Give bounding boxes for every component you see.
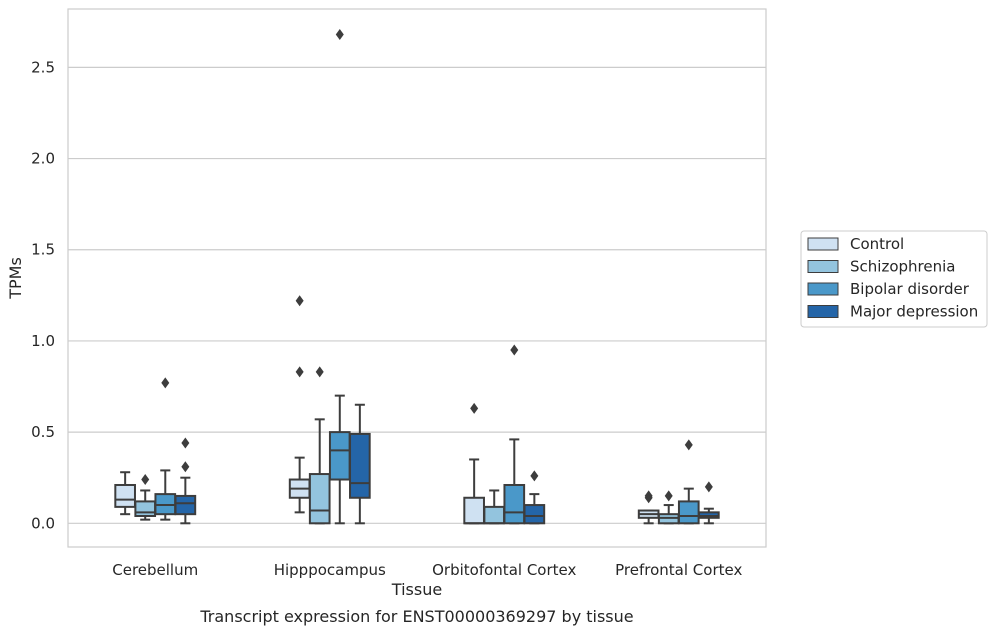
box-1-3 <box>657 490 680 525</box>
box-1-1 <box>308 366 331 525</box>
box <box>134 500 157 517</box>
y-tick-label: 2.5 <box>31 58 55 76</box>
box <box>503 483 526 525</box>
outlier-point <box>295 366 304 378</box>
x-tick-label: Prefrontal Cortex <box>615 561 742 579</box>
x-tick-label: Orbitofontal Cortex <box>432 561 576 579</box>
y-tick-label: 0.5 <box>31 423 55 441</box>
x-axis-label: Tissue <box>391 580 442 599</box>
box <box>328 431 351 481</box>
x-tick-label: Hipppocampus <box>274 561 386 579</box>
legend-swatch <box>807 305 839 318</box>
outlier-point <box>315 366 324 378</box>
box <box>349 432 371 499</box>
outlier-point <box>181 461 190 473</box>
box-0-1 <box>288 295 311 514</box>
x-tick-labels: Cerebellum Hipppocampus Orbitofontal Corte… <box>112 561 742 579</box>
x-tick-label: Cerebellum <box>112 561 198 579</box>
y-tick-label: 1.0 <box>31 332 55 350</box>
box <box>174 494 197 516</box>
legend-label: Schizophrenia <box>850 258 955 276</box>
legend-label: Major depression <box>850 303 978 321</box>
outlier-point <box>704 481 713 493</box>
box-2-3 <box>677 439 700 525</box>
box <box>483 505 506 525</box>
y-tick-labels: 0.0 0.5 1.0 1.5 2.0 2.5 <box>31 58 55 532</box>
legend-swatch <box>807 260 839 273</box>
outlier-point <box>510 344 519 356</box>
y-tick-label: 2.0 <box>31 150 55 168</box>
box <box>463 496 485 525</box>
box-3-3 <box>698 481 720 525</box>
box <box>677 500 700 525</box>
outlier-point <box>684 439 693 451</box>
box <box>308 473 331 525</box>
legend-swatch <box>807 282 839 296</box>
box <box>523 504 546 525</box>
box-3-0 <box>174 437 197 525</box>
outlier-point <box>530 470 539 482</box>
legend-swatch <box>807 237 839 251</box>
box <box>114 483 136 508</box>
box-3-1 <box>349 403 371 525</box>
legend-label: Control <box>850 235 904 253</box>
box-groups <box>114 29 720 525</box>
plot-area <box>67 8 767 548</box>
legend-label: Bipolar disorder <box>850 280 970 298</box>
box-2-0 <box>154 377 177 521</box>
outlier-point <box>644 490 653 502</box>
legend-frame <box>800 230 988 328</box>
outlier-point <box>295 295 304 307</box>
box-3-2 <box>523 470 546 525</box>
outlier-point <box>470 402 479 414</box>
chart-caption: Transcript expression for ENST0000036929… <box>199 607 633 626</box>
outlier-point <box>335 29 344 41</box>
y-axis-label: TPMs <box>6 257 25 300</box>
y-tick-label: 1.5 <box>31 241 55 259</box>
y-tick-label: 0.0 <box>31 514 55 532</box>
legend: Control Schizophrenia Bipolar disorder Majo… <box>800 230 988 328</box>
outlier-point <box>141 474 150 486</box>
box-0-0 <box>114 471 136 516</box>
outlier-point <box>181 437 190 449</box>
outlier-point <box>161 377 170 389</box>
outlier-point <box>664 490 673 502</box>
box-2-1 <box>328 29 351 525</box>
